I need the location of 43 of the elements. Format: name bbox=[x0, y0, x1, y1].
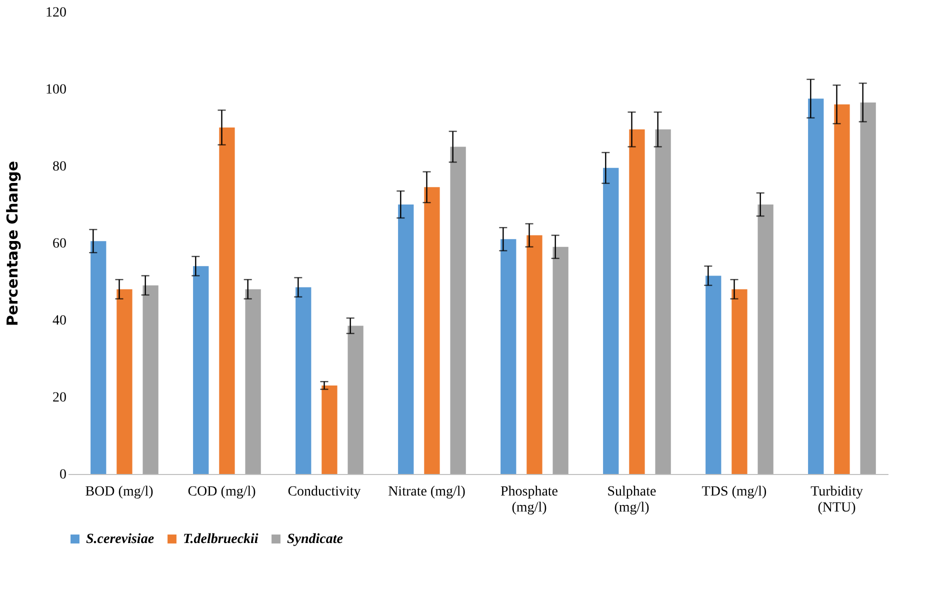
x-tick-label: Nitrate (mg/l) bbox=[388, 484, 466, 500]
bar bbox=[450, 146, 466, 474]
bar bbox=[322, 385, 338, 474]
bar bbox=[655, 129, 671, 474]
bar bbox=[758, 204, 774, 474]
bar bbox=[116, 289, 132, 474]
bar bbox=[834, 104, 850, 474]
bar bbox=[500, 239, 516, 474]
x-tick-label: Conductivity bbox=[288, 484, 361, 500]
x-tick-label: TDS (mg/l) bbox=[702, 484, 768, 500]
bar bbox=[552, 246, 568, 474]
y-tick-label: 60 bbox=[52, 236, 66, 252]
bar bbox=[808, 98, 824, 474]
y-tick-label: 0 bbox=[60, 468, 66, 482]
bar bbox=[348, 326, 364, 474]
legend-label: T.delbrueckii bbox=[183, 532, 258, 547]
x-tick-label: BOD (mg/l) bbox=[85, 484, 154, 500]
y-tick-label: 80 bbox=[52, 160, 66, 174]
legend-label: S.cerevisiae bbox=[86, 532, 154, 547]
bar bbox=[245, 289, 261, 474]
x-tick-label: Phosphate (mg/l) bbox=[500, 484, 558, 516]
y-tick-label: 120 bbox=[46, 6, 66, 20]
bar bbox=[860, 102, 876, 474]
y-tick-label: 100 bbox=[46, 82, 66, 98]
y-tick-label: 20 bbox=[52, 390, 66, 406]
bar bbox=[424, 187, 440, 474]
bar bbox=[706, 276, 722, 474]
bar bbox=[90, 241, 106, 474]
bar bbox=[603, 168, 619, 474]
x-tick-label: Turbidity (NTU) bbox=[810, 484, 863, 516]
bar bbox=[193, 266, 209, 474]
bar bbox=[296, 287, 312, 474]
bar bbox=[732, 289, 748, 474]
bar bbox=[142, 285, 158, 474]
y-axis-title: Percentage Change bbox=[4, 160, 22, 326]
x-tick-label: Sulphate (mg/l) bbox=[607, 484, 656, 516]
legend-label: Syndicate bbox=[287, 532, 343, 547]
bar bbox=[219, 128, 235, 474]
bar bbox=[398, 204, 414, 474]
y-tick-label: 40 bbox=[52, 314, 66, 328]
x-tick-label: COD (mg/l) bbox=[188, 484, 256, 500]
bar bbox=[629, 129, 645, 474]
bar bbox=[526, 235, 542, 474]
